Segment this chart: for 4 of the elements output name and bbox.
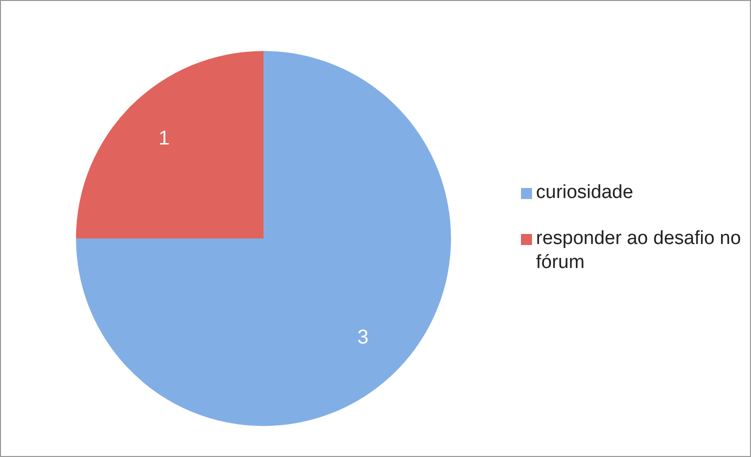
data-label: 3 — [357, 326, 368, 348]
legend-label: responder ao desafio no fórum — [536, 227, 742, 275]
legend-label: curiosidade — [536, 181, 634, 205]
data-label: 1 — [158, 128, 170, 150]
